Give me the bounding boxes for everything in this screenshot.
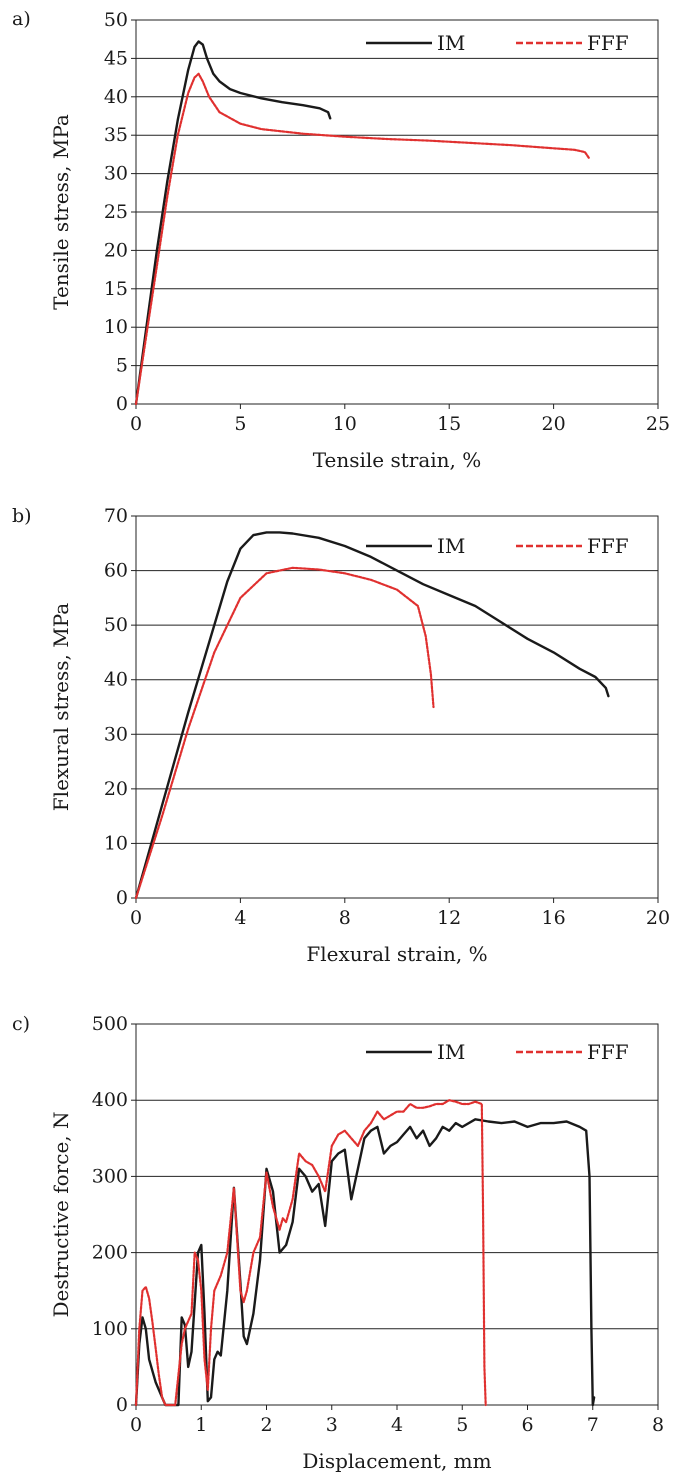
x-tick-label: 3 <box>326 1414 338 1436</box>
y-tick-label: 10 <box>104 832 128 854</box>
y-tick-label: 60 <box>104 560 128 582</box>
x-tick-label: 2 <box>260 1414 272 1436</box>
y-tick-label: 45 <box>104 47 128 69</box>
x-tick-label: 20 <box>542 413 566 435</box>
x-tick-label: 0 <box>130 413 142 435</box>
series-line-fff <box>134 1099 487 1407</box>
legend-label-im: IM <box>437 534 465 558</box>
x-tick-label: 20 <box>646 907 670 929</box>
legend-label-im: IM <box>437 1040 465 1064</box>
x-tick-label: 12 <box>437 907 461 929</box>
y-tick-label: 5 <box>116 355 128 377</box>
x-tick-label: 25 <box>646 413 670 435</box>
x-tick-label: 0 <box>130 907 142 929</box>
y-tick-label: 100 <box>92 1318 128 1340</box>
y-tick-label: 30 <box>104 723 128 745</box>
y-tick-label: 200 <box>92 1242 128 1264</box>
x-axis-label: Flexural strain, % <box>306 942 487 966</box>
y-tick-label: 0 <box>116 887 128 909</box>
chart-panel-a: a) 0 5 10 15 20 25 30 35 40 45 50 0 5 10 15 20 25 Tensile … <box>12 8 670 472</box>
y-tick-label: 300 <box>92 1165 128 1187</box>
y-tick-label: 25 <box>104 201 128 223</box>
y-tick-label: 40 <box>104 669 128 691</box>
y-tick-label: 400 <box>92 1089 128 1111</box>
plot-frame <box>135 1023 659 1406</box>
series-line-im <box>134 40 332 406</box>
y-tick-label: 10 <box>104 316 128 338</box>
series-line-fff <box>134 72 591 406</box>
panel-label: a) <box>12 8 31 30</box>
x-tick-label: 16 <box>542 907 566 929</box>
y-tick-label: 30 <box>104 163 128 185</box>
x-tick-label: 1 <box>195 1414 207 1436</box>
x-tick-label: 4 <box>391 1414 403 1436</box>
legend-label-im: IM <box>437 31 465 55</box>
y-tick-label: 15 <box>104 278 128 300</box>
y-tick-label: 500 <box>92 1013 128 1035</box>
y-tick-label: 70 <box>104 505 128 527</box>
plot-frame <box>135 515 659 899</box>
x-tick-label: 8 <box>339 907 351 929</box>
legend-label-fff: FFF <box>587 1040 629 1064</box>
chart-panel-c: c) 0 100 200 300 400 500 0 1 2 3 4 5 6 7 8 Displacement,… <box>12 1013 664 1473</box>
x-tick-label: 5 <box>456 1414 468 1436</box>
x-tick-label: 0 <box>130 1414 142 1436</box>
y-axis-label: Destructive force, N <box>49 1112 73 1318</box>
legend: IM FFF <box>366 534 629 558</box>
legend-label-fff: FFF <box>587 534 629 558</box>
x-axis-label: Displacement, mm <box>302 1449 491 1473</box>
series-line-im <box>134 1118 596 1407</box>
series-line-im <box>134 531 610 900</box>
legend-label-fff: FFF <box>587 31 629 55</box>
y-tick-label: 0 <box>116 393 128 415</box>
x-tick-label: 15 <box>437 413 461 435</box>
y-tick-label: 0 <box>116 1394 128 1416</box>
chart-panel-b: b) 0 10 20 30 40 50 60 70 0 4 8 12 16 20 Flexural strai… <box>12 505 670 966</box>
y-tick-label: 50 <box>104 614 128 636</box>
y-tick-label: 50 <box>104 9 128 31</box>
x-axis-label: Tensile strain, % <box>313 448 482 472</box>
panel-label: c) <box>12 1013 30 1035</box>
panel-label: b) <box>12 505 32 527</box>
y-tick-label: 40 <box>104 86 128 108</box>
y-tick-label: 20 <box>104 778 128 800</box>
x-tick-label: 8 <box>652 1414 664 1436</box>
legend: IM FFF <box>366 31 629 55</box>
y-axis-label: Tensile stress, MPa <box>49 114 73 310</box>
y-axis-label: Flexural stress, MPa <box>49 603 73 811</box>
x-tick-label: 6 <box>521 1414 533 1436</box>
x-tick-label: 5 <box>234 413 246 435</box>
legend: IM FFF <box>366 1040 629 1064</box>
series-line-fff <box>134 566 435 900</box>
y-tick-label: 20 <box>104 239 128 261</box>
x-tick-label: 7 <box>587 1414 599 1436</box>
x-tick-label: 4 <box>234 907 246 929</box>
y-tick-label: 35 <box>104 124 128 146</box>
x-tick-label: 10 <box>333 413 357 435</box>
